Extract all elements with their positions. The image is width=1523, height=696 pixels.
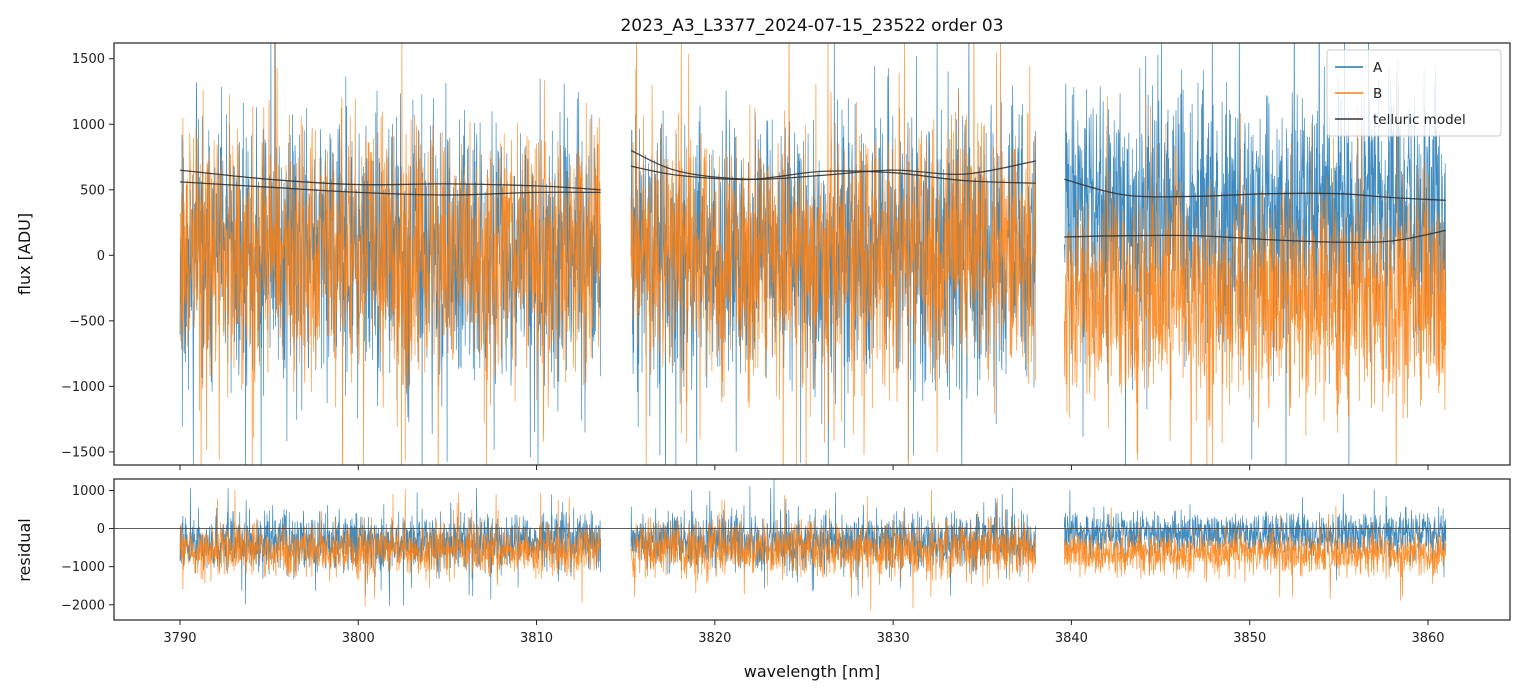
legend: A B telluric model	[1326, 49, 1502, 137]
flux-y-tick-label: 500	[80, 183, 105, 198]
residual-y-tick-label: −1000	[61, 560, 105, 575]
residual-x-ticks: 3790 3800 3810 3820 3830 3840 3850 3860	[163, 620, 1445, 646]
legend-label-a: A	[1373, 60, 1383, 76]
telluric-model-curve-5	[1064, 178, 1446, 201]
residual-y-label: residual	[15, 518, 34, 581]
x-tick-label: 3810	[520, 631, 553, 646]
x-tick-label: 3820	[698, 631, 731, 646]
residual-y-tick-label: 0	[97, 522, 105, 537]
flux-axes-frame	[113, 42, 1511, 466]
flux-y-tick-label: 0	[97, 249, 105, 264]
residual-plot-area	[114, 479, 1510, 611]
flux-series-b	[179, 43, 1447, 465]
flux-y-tick-label: 1500	[72, 52, 105, 67]
chart-title: 2023_A3_L3377_2024-07-15_23522 order 03	[620, 16, 1003, 36]
flux-y-tick-label: −500	[69, 314, 105, 329]
x-tick-label: 3840	[1055, 631, 1088, 646]
telluric-model-curve-6	[1064, 229, 1446, 244]
flux-panel: −1500 −1000 −500 0 500 1000 1500 flux [ADU]	[15, 42, 1511, 470]
telluric-model-curve-2	[179, 181, 601, 196]
x-tick-label: 3850	[1233, 631, 1266, 646]
flux-y-tick-label: −1000	[61, 380, 105, 395]
x-tick-label: 3830	[877, 631, 910, 646]
residual-panel: −2000 −1000 0 1000 3790 3800 3810 3820 3830 3840…	[15, 478, 1511, 681]
telluric-model-curve-3	[630, 149, 1036, 181]
legend-box	[1326, 49, 1502, 137]
legend-label-b: B	[1373, 86, 1382, 102]
flux-y-label: flux [ADU]	[15, 213, 34, 295]
flux-y-tick-label: 1000	[72, 118, 105, 133]
flux-plot-area	[179, 43, 1447, 465]
x-tick-label: 3860	[1411, 631, 1444, 646]
telluric-model-curve-4	[630, 165, 1036, 184]
residual-y-tick-label: −2000	[61, 598, 105, 613]
x-tick-label: 3790	[163, 631, 196, 646]
residual-y-ticks: −2000 −1000 0 1000	[61, 484, 114, 613]
x-axis-label: wavelength [nm]	[744, 662, 881, 681]
residual-axes-frame	[113, 478, 1511, 621]
residual-series-b	[179, 489, 1447, 611]
telluric-model-curve-1	[179, 169, 601, 191]
legend-label-telluric: telluric model	[1373, 112, 1466, 128]
flux-y-ticks: −1500 −1000 −500 0 500 1000 1500	[61, 52, 114, 460]
x-tick-label: 3800	[342, 631, 375, 646]
residual-y-tick-label: 1000	[72, 484, 105, 499]
flux-y-tick-label: −1500	[61, 445, 105, 460]
flux-x-ticks	[179, 465, 1429, 470]
